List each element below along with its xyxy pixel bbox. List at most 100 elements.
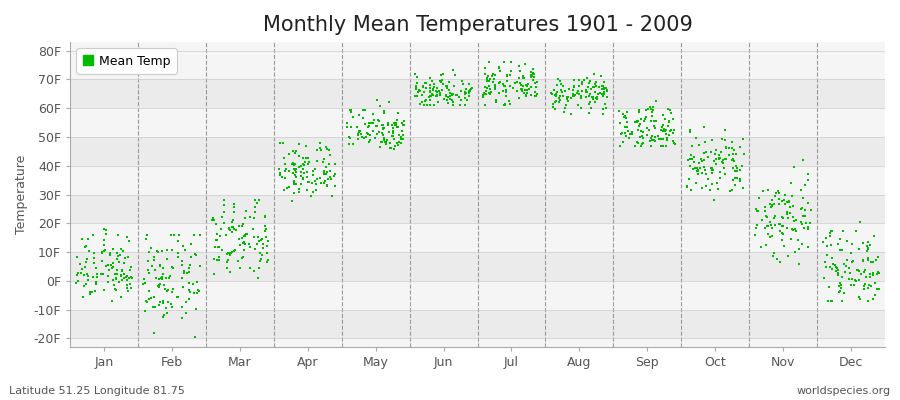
Point [713, 175, 727, 181]
Point [641, 106, 655, 112]
Point [552, 98, 566, 105]
Point [369, 122, 383, 129]
Point [148, 275, 163, 282]
Point [356, 134, 370, 140]
Point [865, 259, 879, 265]
Point [176, 304, 190, 311]
Point [725, 186, 740, 193]
Point [480, 76, 494, 83]
Point [99, 231, 113, 237]
Point [634, 133, 648, 140]
Point [352, 128, 366, 134]
Point [831, 267, 845, 273]
Point [319, 178, 333, 184]
Point [587, 70, 601, 77]
Point [160, 288, 175, 294]
Point [87, 288, 102, 295]
Point [598, 101, 612, 108]
Point [544, 90, 559, 96]
Point [574, 81, 589, 87]
Point [864, 259, 878, 265]
Point [804, 207, 818, 214]
Bar [70, 223, 885, 252]
Point [304, 192, 319, 199]
Point [514, 86, 528, 92]
Point [706, 170, 720, 176]
Point [832, 241, 846, 247]
Point [418, 102, 432, 108]
Point [322, 160, 337, 167]
Point [220, 250, 235, 256]
Point [799, 220, 814, 226]
Point [717, 126, 732, 133]
Point [635, 135, 650, 142]
Point [621, 128, 635, 134]
Point [639, 114, 653, 121]
Point [286, 180, 301, 187]
Point [530, 78, 544, 85]
Point [801, 243, 815, 250]
Title: Monthly Mean Temperatures 1901 - 2009: Monthly Mean Temperatures 1901 - 2009 [263, 15, 692, 35]
Point [342, 140, 356, 147]
Point [152, 281, 166, 288]
Point [586, 96, 600, 102]
Point [184, 254, 198, 260]
Point [842, 265, 857, 272]
Point [443, 90, 457, 96]
Point [750, 222, 764, 228]
Point [380, 137, 394, 144]
Y-axis label: Temperature: Temperature [15, 155, 28, 234]
Point [625, 130, 639, 136]
Point [464, 86, 478, 92]
Point [857, 283, 871, 289]
Point [816, 238, 831, 245]
Point [76, 272, 91, 278]
Point [276, 155, 291, 161]
Point [122, 274, 137, 281]
Point [481, 73, 495, 80]
Point [866, 270, 880, 276]
Point [667, 140, 681, 147]
Point [497, 102, 511, 108]
Point [220, 264, 234, 271]
Point [320, 182, 334, 188]
Point [686, 166, 700, 172]
Point [771, 221, 786, 227]
Point [212, 256, 226, 263]
Point [667, 127, 681, 133]
Point [446, 66, 460, 73]
Point [71, 278, 86, 284]
Point [735, 184, 750, 191]
Point [566, 77, 580, 84]
Point [415, 99, 429, 105]
Point [722, 151, 736, 158]
Point [786, 227, 800, 233]
Point [319, 171, 333, 177]
Point [856, 240, 870, 246]
Point [860, 257, 875, 263]
Point [555, 82, 570, 89]
Point [850, 266, 865, 273]
Point [297, 162, 311, 168]
Point [663, 106, 678, 113]
Point [834, 274, 849, 280]
Point [717, 155, 732, 162]
Point [709, 156, 724, 162]
Point [617, 130, 632, 136]
Point [768, 192, 782, 199]
Point [760, 231, 775, 238]
Point [385, 133, 400, 139]
Point [120, 277, 134, 283]
Point [114, 267, 129, 274]
Point [630, 139, 644, 146]
Point [171, 250, 185, 256]
Point [527, 80, 542, 86]
Point [385, 122, 400, 128]
Point [765, 225, 779, 232]
Point [94, 258, 109, 264]
Point [733, 144, 747, 150]
Point [429, 84, 444, 91]
Point [408, 93, 422, 100]
Point [154, 275, 168, 281]
Point [596, 83, 610, 90]
